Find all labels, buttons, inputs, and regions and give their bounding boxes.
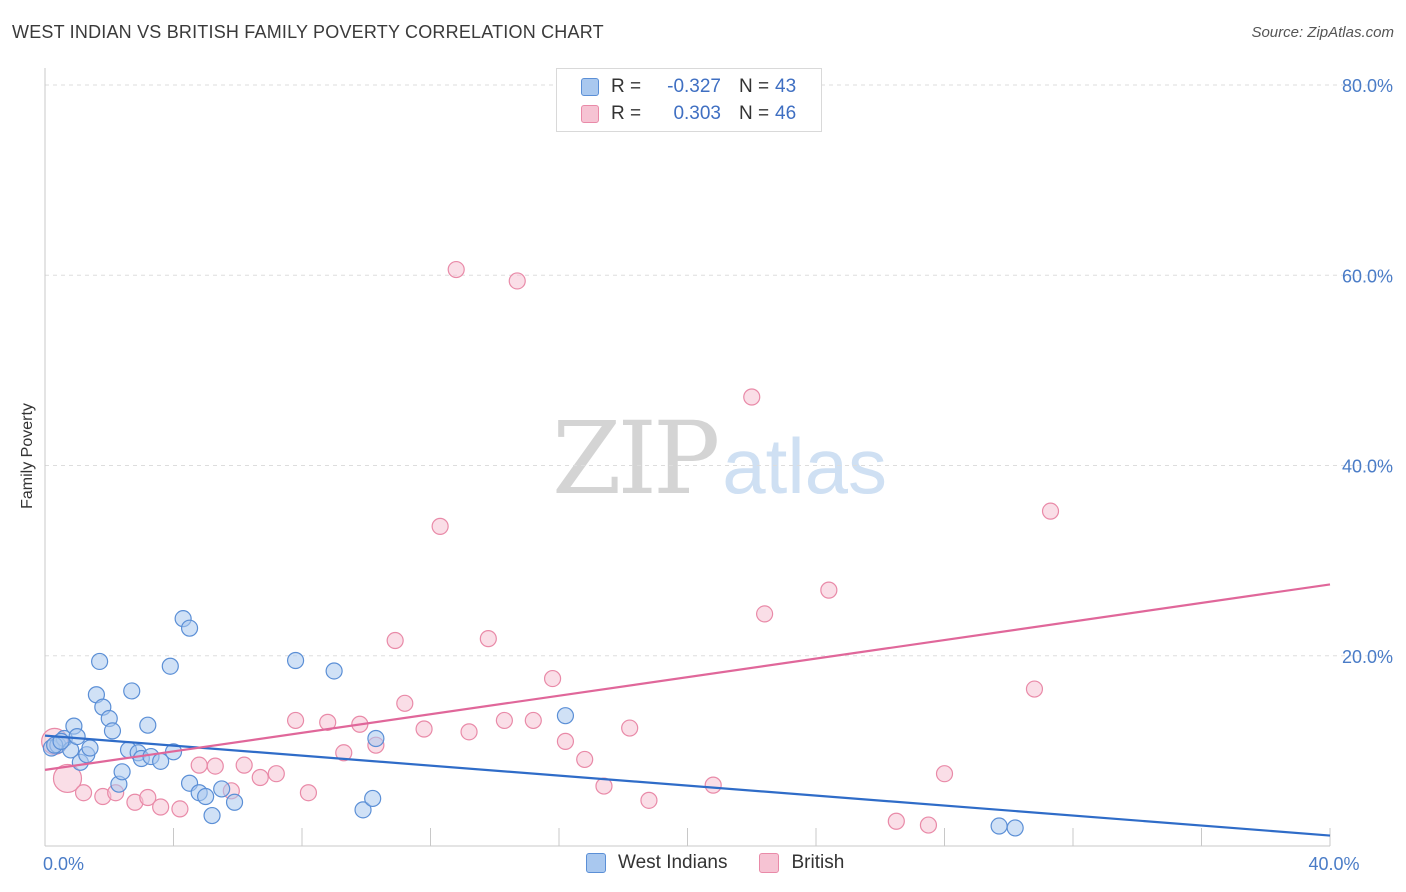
british-point [919, 816, 938, 834]
west-indians-point [556, 707, 575, 725]
r-label: R = [611, 103, 642, 124]
british-point [171, 800, 189, 818]
british-point [755, 605, 774, 623]
y-tick-label: 80.0% [1342, 76, 1393, 96]
british-point [556, 732, 575, 750]
r-label: R = [611, 76, 642, 97]
west-indians-point [123, 682, 141, 700]
x-tick-label: 0.0% [43, 854, 84, 874]
west-indians-point [81, 739, 99, 757]
west-indians-point [197, 787, 215, 806]
west-indians-point [325, 662, 343, 680]
west-indians-point [354, 801, 372, 819]
british-point [206, 757, 224, 775]
tick-label-layer: 20.0% 40.0% 60.0% 80.0% 0.0% 40.0% [43, 76, 1393, 874]
n-value: 46 [775, 103, 797, 124]
british-point [820, 581, 838, 599]
british-point [139, 788, 157, 807]
axis-layer [44, 68, 1331, 847]
y-tick-label: 60.0% [1342, 266, 1393, 286]
grid-layer [45, 84, 1392, 657]
n-label: N = [739, 76, 770, 97]
n-value: 43 [775, 76, 797, 97]
west-indians-point [180, 619, 199, 637]
legend-item-british[interactable]: British [759, 852, 844, 874]
legend-row-west-indians: R = -0.327 N = 43 [581, 75, 796, 99]
british-point [543, 669, 562, 688]
legend-label: British [791, 852, 845, 873]
watermark-zip: ZIP [552, 400, 720, 517]
west-indians-swatch [581, 78, 599, 96]
legend-item-west-indians[interactable]: West Indians [586, 852, 727, 874]
british-point [152, 798, 170, 816]
british-point [386, 631, 404, 650]
watermark: ZIPatlas [552, 400, 887, 517]
west-indians-point [103, 722, 122, 740]
west-indians-point [286, 651, 305, 670]
r-value: 0.303 [673, 103, 721, 124]
west-indians-point [113, 763, 131, 781]
west-indians-points [42, 610, 1024, 837]
british-point [415, 720, 433, 738]
west-indians-point [1006, 819, 1024, 837]
series-legend: West Indians British [586, 852, 876, 874]
british-point [640, 791, 658, 809]
west-indians-swatch [586, 853, 606, 873]
british-point [267, 765, 285, 783]
british-point [190, 756, 208, 774]
british-point [621, 719, 639, 737]
legend-row-british: R = 0.303 N = 46 [581, 102, 796, 126]
west-indians-point [203, 806, 221, 825]
west-indians-point [68, 728, 86, 746]
british-point [508, 272, 526, 290]
west-indians-trendline [44, 734, 1331, 837]
west-indians-point [367, 729, 385, 748]
british-point [887, 812, 905, 830]
british-point [74, 784, 93, 802]
british-point [704, 776, 722, 794]
legend-label: West Indians [618, 852, 728, 873]
british-point [743, 388, 761, 406]
british-point [396, 694, 414, 712]
british-point [431, 517, 449, 535]
british-point [286, 711, 305, 730]
british-point [524, 711, 542, 730]
british-point [319, 713, 337, 731]
y-tick-label: 20.0% [1342, 647, 1393, 667]
r-value: -0.327 [667, 76, 721, 97]
west-indians-point [990, 817, 1008, 835]
british-point [495, 711, 513, 730]
source-attribution: Source: ZipAtlas.com [1251, 24, 1394, 41]
british-point [1025, 680, 1044, 698]
west-indians-point [225, 793, 244, 811]
british-point [335, 744, 353, 762]
british-point [1041, 502, 1060, 520]
n-label: N = [739, 103, 770, 124]
british-trendline [44, 583, 1331, 771]
british-point [460, 723, 478, 741]
british-point [479, 630, 497, 648]
british-point [52, 763, 83, 794]
west-indians-point [91, 652, 109, 671]
x-tick-label: 40.0% [1308, 854, 1359, 874]
british-point [447, 260, 465, 279]
correlation-legend: R = -0.327 N = 43 R = 0.303 N = 46 [556, 68, 822, 132]
british-point [299, 784, 318, 802]
west-indians-point [364, 789, 382, 808]
british-point [235, 756, 253, 774]
british-point [935, 765, 954, 783]
west-indians-point [139, 716, 157, 734]
y-tick-label: 40.0% [1342, 457, 1393, 477]
west-indians-point [161, 657, 179, 675]
british-point [251, 768, 269, 787]
british-swatch [581, 105, 599, 123]
trend-layer [44, 583, 1331, 837]
british-point [576, 750, 594, 769]
british-swatch [759, 853, 780, 873]
west-indians-point [213, 780, 231, 798]
chart-title: WEST INDIAN VS BRITISH FAMILY POVERTY CO… [12, 22, 604, 42]
